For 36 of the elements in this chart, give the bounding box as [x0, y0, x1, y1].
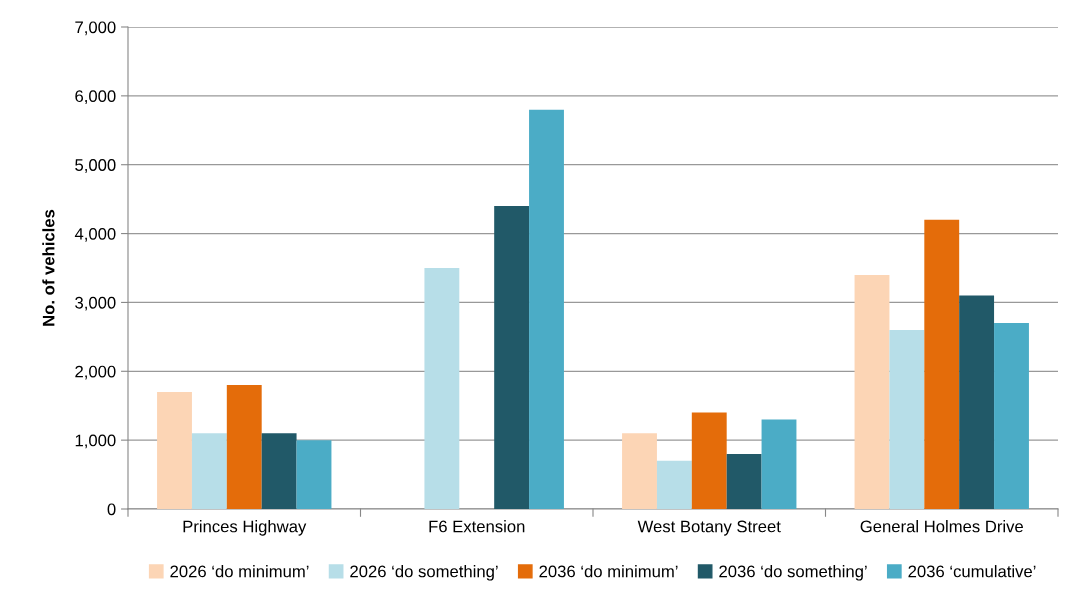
- bar: [726, 453, 762, 509]
- bar: [622, 433, 657, 509]
- bar: [424, 268, 460, 509]
- bar: [494, 206, 530, 509]
- y-tick-label: 0: [107, 503, 116, 516]
- x-tick-label: Princes Highway: [183, 520, 307, 536]
- y-tick-label: 5,000: [75, 159, 116, 173]
- bar: [889, 329, 925, 509]
- bar: [529, 109, 564, 509]
- bar: [226, 385, 262, 509]
- legend-label: 2026 ‘do minimum’: [170, 565, 309, 578]
- bar: [296, 440, 332, 509]
- bar: [994, 323, 1029, 509]
- bar: [691, 412, 727, 509]
- bar: [191, 433, 227, 509]
- legend-label: 2036 ‘cumulative’: [908, 565, 1036, 578]
- y-tick-label: 7,000: [75, 21, 116, 36]
- bar: [924, 219, 960, 509]
- legend-label: 2036 ‘do minimum’: [539, 565, 678, 578]
- x-tick-label: General Holmes Drive: [860, 520, 1023, 533]
- bar: [157, 391, 192, 509]
- y-tick-label: 6,000: [75, 90, 116, 105]
- y-tick-label: 4,000: [74, 227, 116, 242]
- y-axis-title: No. of vehicles: [42, 209, 55, 326]
- bar: [261, 433, 297, 509]
- x-tick-label: F6 Extension: [429, 520, 525, 533]
- x-tick-label: West Botany Street: [637, 520, 781, 536]
- bar: [959, 295, 995, 509]
- legend-label: 2036 ‘do something’: [719, 565, 867, 581]
- y-tick-label: 3,000: [75, 296, 116, 311]
- bar: [656, 460, 692, 509]
- legend-label: 2026 ‘do something’: [350, 565, 498, 581]
- y-tick-label: 1,000: [75, 434, 116, 449]
- bar: [761, 419, 797, 509]
- bar: [854, 274, 890, 509]
- y-tick-label: 2,000: [75, 365, 116, 380]
